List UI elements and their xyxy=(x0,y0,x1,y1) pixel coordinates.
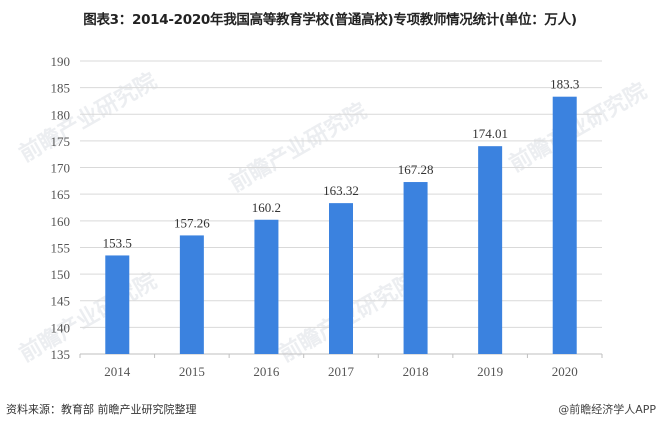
y-tick-label: 175 xyxy=(51,134,71,149)
y-tick-label: 155 xyxy=(51,240,71,255)
data-label: 183.3 xyxy=(550,77,579,92)
y-tick-label: 150 xyxy=(51,267,71,282)
bar-2017 xyxy=(329,203,353,354)
chart-title: 图表3：2014-2020年我国高等教育学校(普通高校)专项教师情况统计(单位：… xyxy=(83,12,577,28)
y-tick-label: 170 xyxy=(51,161,71,176)
y-tick-label: 185 xyxy=(51,81,71,96)
data-label: 160.2 xyxy=(252,200,281,215)
y-tick-label: 160 xyxy=(51,214,71,229)
data-label: 157.26 xyxy=(174,215,210,230)
x-tick-label: 2020 xyxy=(552,364,578,379)
source-note: 资料来源：教育部 前瞻产业研究院整理 xyxy=(6,403,197,416)
x-tick-label: 2015 xyxy=(179,364,205,379)
y-tick-label: 135 xyxy=(51,347,71,362)
bar-2019 xyxy=(478,146,503,354)
y-tick-label: 190 xyxy=(51,54,71,69)
bar-2015 xyxy=(179,235,204,354)
data-label: 163.32 xyxy=(323,183,359,198)
bar-2016 xyxy=(254,219,279,354)
x-tick-label: 2018 xyxy=(403,364,429,379)
x-tick-label: 2016 xyxy=(253,364,280,379)
bar-2014 xyxy=(105,255,130,354)
data-label: 167.28 xyxy=(398,162,434,177)
x-tick-label: 2014 xyxy=(104,364,131,379)
y-tick-label: 145 xyxy=(51,294,71,309)
y-tick-label: 140 xyxy=(51,320,71,335)
x-tick-label: 2019 xyxy=(477,364,503,379)
y-tick-label: 180 xyxy=(51,107,71,122)
credit-note: @前瞻经济学人APP xyxy=(558,403,656,416)
bar-2020 xyxy=(552,96,577,355)
y-tick-label: 165 xyxy=(51,187,71,202)
data-label: 153.5 xyxy=(103,235,132,250)
data-label: 174.01 xyxy=(472,126,508,141)
bar-2018 xyxy=(403,182,428,354)
x-tick-label: 2017 xyxy=(328,364,355,379)
